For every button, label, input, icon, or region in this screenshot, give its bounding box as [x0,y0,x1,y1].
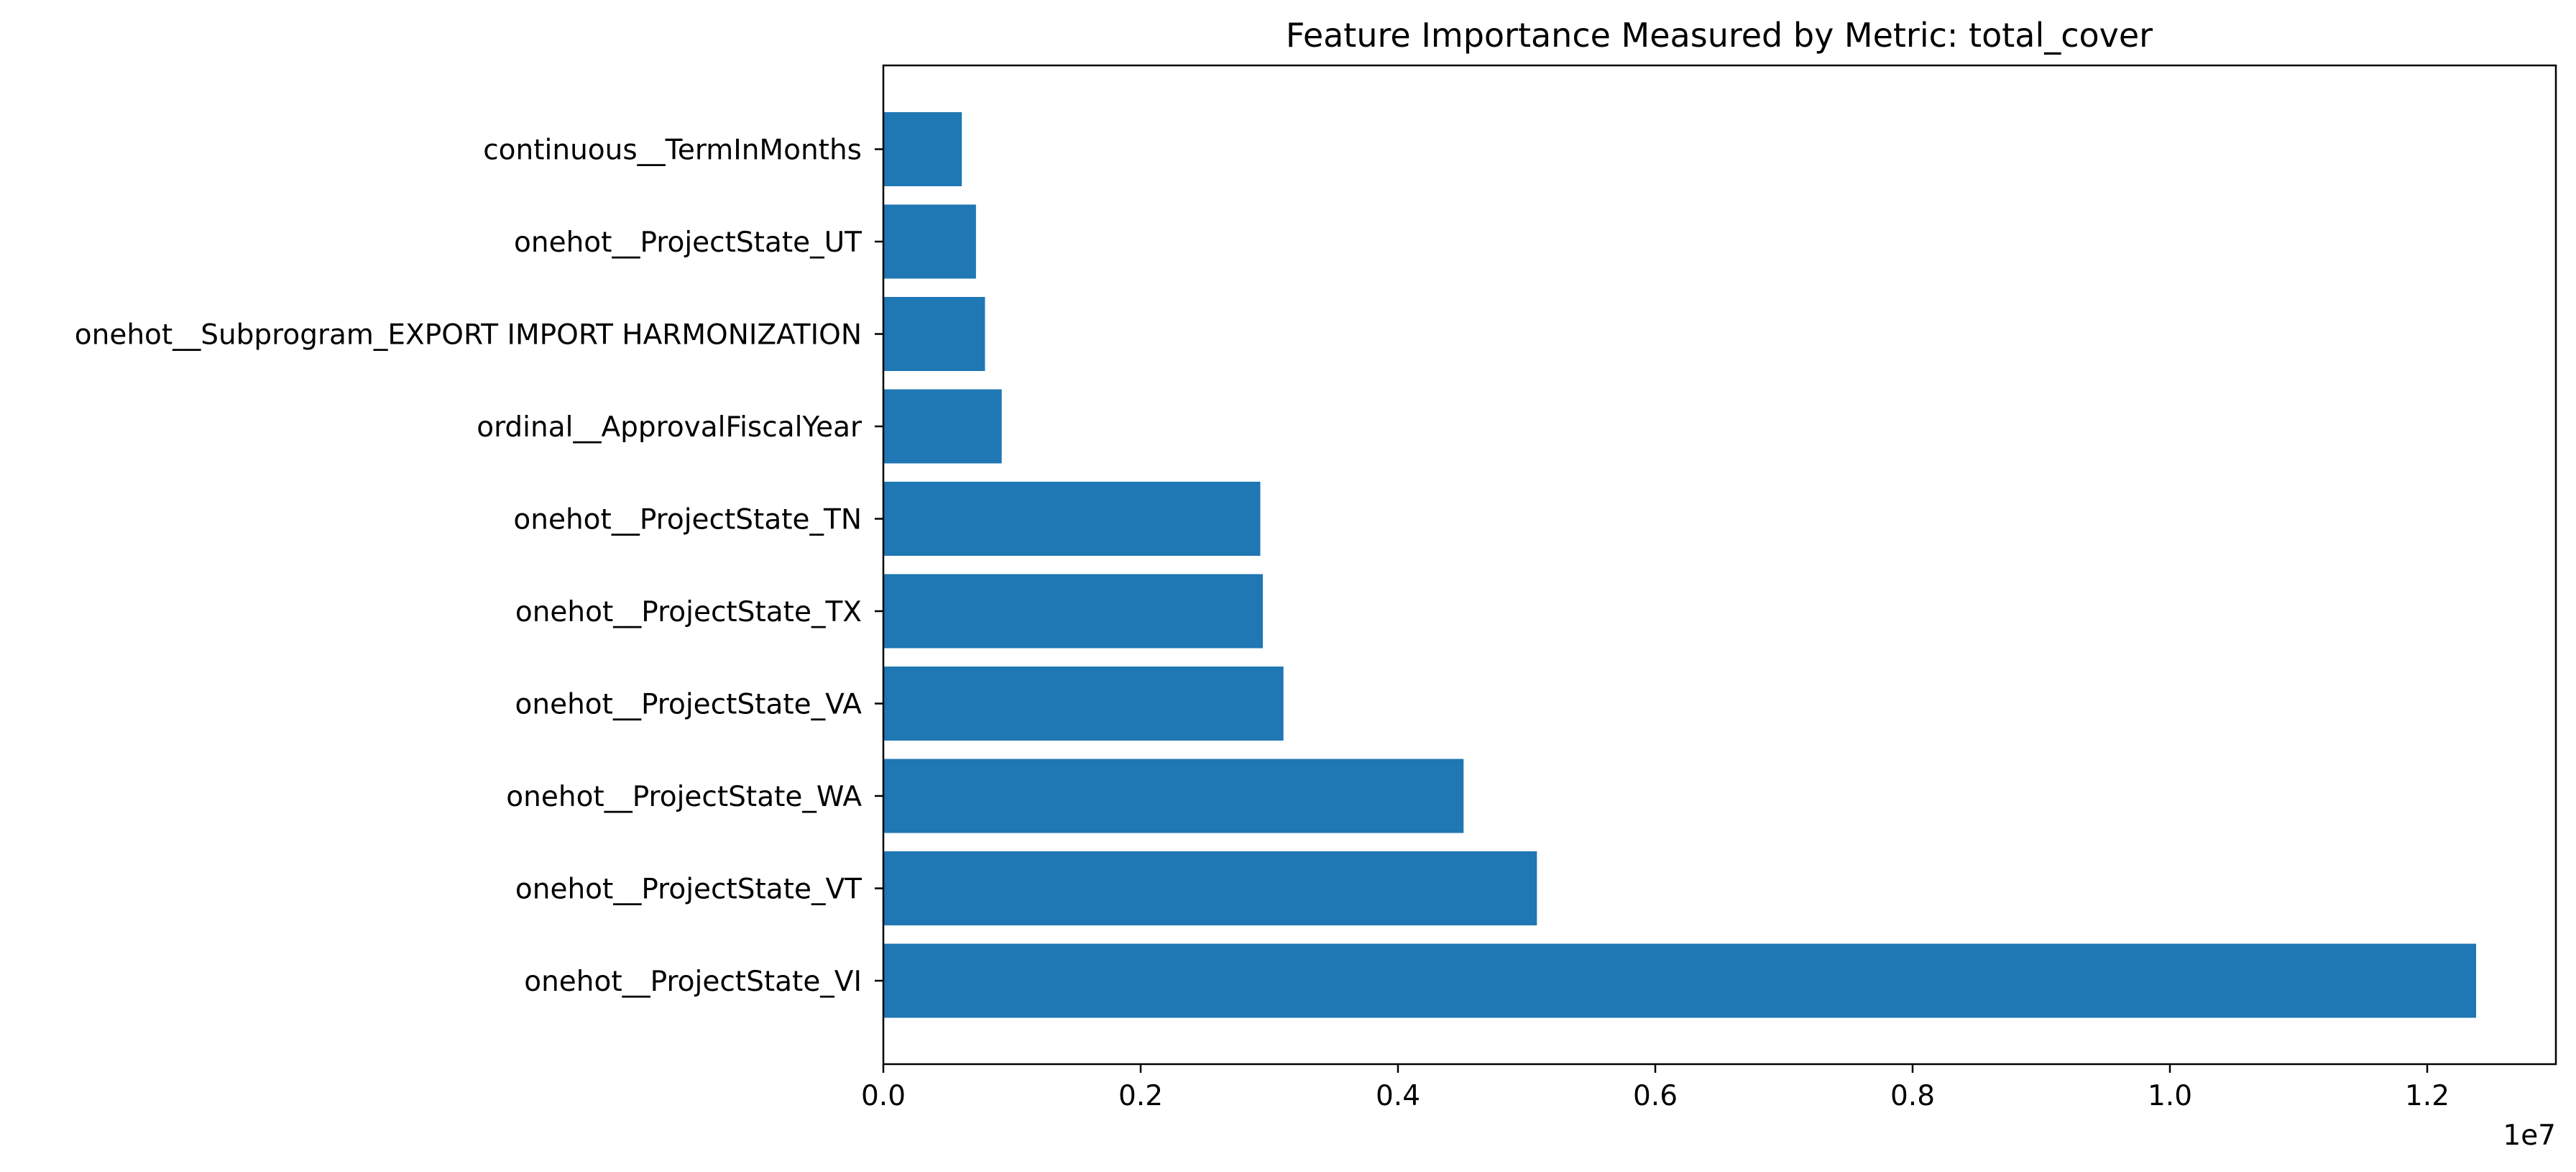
chart-title: Feature Importance Measured by Metric: t… [1286,16,2153,55]
y-tick-label: onehot__Subprogram_EXPORT IMPORT HARMONI… [75,319,862,352]
x-tick-label: 0.4 [1376,1080,1420,1112]
y-tick-label: onehot__ProjectState_UT [514,226,862,259]
y-tick-label: continuous__TermInMonths [483,134,862,167]
x-axis-ticks: 0.0 0.2 0.4 0.6 0.8 1.0 1.2 [861,1064,2450,1112]
bar-onehot-projectstate-vt [883,851,1537,925]
bar-onehot-projectstate-vi [883,943,2477,1018]
bar-onehot-projectstate-ut [883,204,976,279]
bars-group [883,112,2477,1018]
y-tick-label: onehot__ProjectState_WA [506,781,862,813]
bar-onehot-projectstate-va [883,667,1284,741]
bar-ordinal-approvalfiscalyear [883,389,1002,464]
y-tick-label: onehot__ProjectState_VA [515,689,862,721]
y-tick-label: onehot__ProjectState_TX [515,596,862,628]
y-tick-label: ordinal__ApprovalFiscalYear [477,411,862,444]
x-axis-scale-label: 1e7 [2503,1120,2556,1152]
y-tick-label: onehot__ProjectState_VT [515,874,862,906]
bar-onehot-projectstate-tn [883,482,1261,556]
bar-onehot-projectstate-tx [883,574,1264,649]
y-tick-label: onehot__ProjectState_VI [524,966,862,998]
y-axis-ticks: onehot__ProjectState_VI onehot__ProjectSt… [75,134,883,998]
x-tick-label: 0.2 [1118,1080,1163,1112]
bar-onehot-subprogram-export-import-harmonization [883,297,985,371]
plot-area-frame [882,64,2557,1066]
x-tick-label: 0.8 [1890,1080,1935,1112]
x-tick-label: 1.0 [2148,1080,2192,1112]
x-tick-label: 1.2 [2405,1080,2450,1112]
x-tick-label: 0.0 [861,1080,906,1112]
bar-continuous-terminmonths [883,112,962,186]
bar-onehot-projectstate-wa [883,759,1464,833]
y-tick-label: onehot__ProjectState_TN [513,504,862,536]
x-tick-label: 0.6 [1633,1080,1678,1112]
